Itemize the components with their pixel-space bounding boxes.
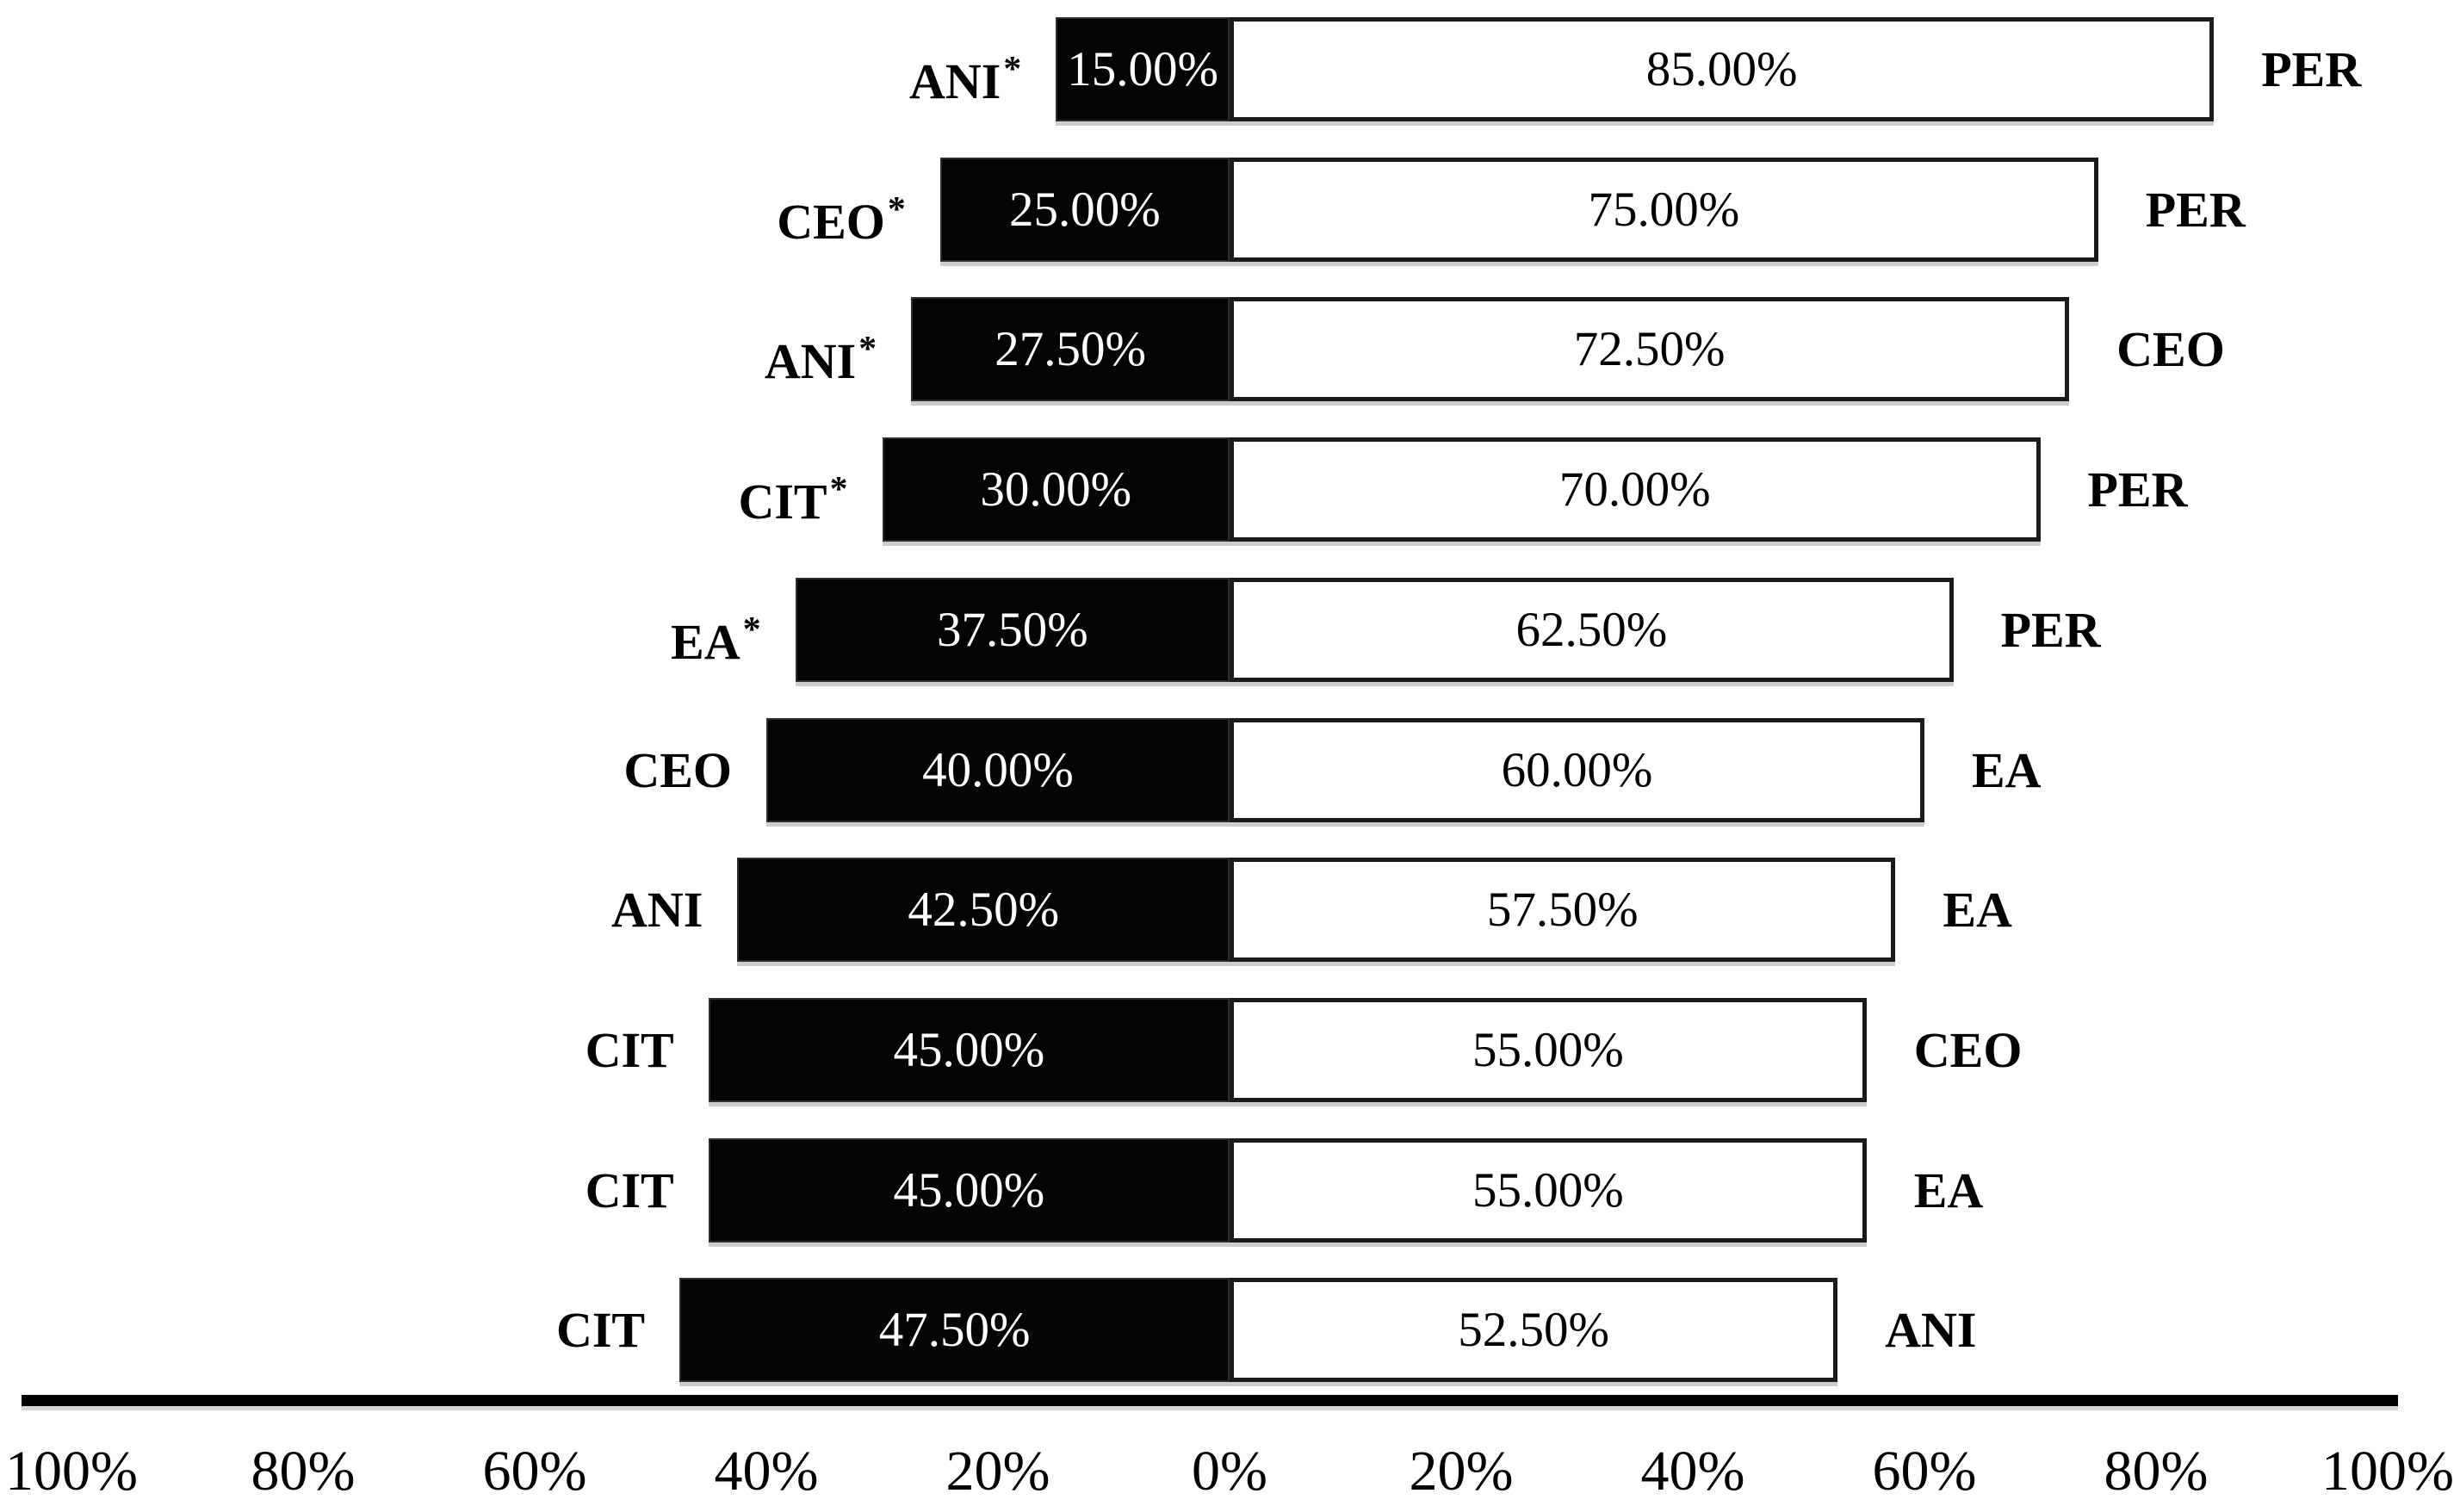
- left-segment-value-label: 47.50%: [878, 1303, 1031, 1358]
- left-segment-value-label: 40.00%: [922, 742, 1074, 797]
- axis-tick-label: 80%: [2104, 1440, 2209, 1503]
- right-bar-segment: 72.50%: [1230, 297, 2070, 402]
- left-category-label: EA*: [671, 609, 761, 670]
- left-bar-segment: 45.00%: [708, 997, 1230, 1102]
- right-category-label: ANI: [1885, 1302, 1977, 1359]
- significance-asterisk: *: [742, 609, 761, 649]
- left-segment-value-label: 45.00%: [893, 1162, 1045, 1218]
- left-bar-segment: 30.00%: [882, 437, 1230, 542]
- left-segment-value-label: 42.50%: [908, 883, 1060, 938]
- axis-tick-label: 80%: [251, 1440, 356, 1503]
- left-segment-value-label: 45.00%: [893, 1022, 1045, 1077]
- bar-row: CIT 47.50% 52.50% ANI: [0, 1278, 2460, 1383]
- significance-asterisk: *: [829, 469, 848, 510]
- bar-row: CIT 45.00% 55.00% CEO: [0, 997, 2460, 1102]
- bar-row: CIT* 30.00% 70.00% PER: [0, 437, 2460, 542]
- right-category-label: CEO: [2116, 321, 2225, 378]
- left-category-label: CIT: [585, 1162, 674, 1218]
- right-segment-value-label: 55.00%: [1472, 1162, 1624, 1218]
- left-bar-segment: 37.50%: [795, 577, 1230, 682]
- left-bar-segment: 25.00%: [939, 157, 1230, 262]
- right-segment-value-label: 60.00%: [1501, 742, 1653, 797]
- left-segment-value-label: 25.00%: [1009, 182, 1161, 237]
- right-category-label: EA: [1913, 1162, 1984, 1218]
- right-category-label: PER: [2261, 41, 2362, 97]
- axis-tick-label: 100%: [2321, 1440, 2454, 1503]
- left-bar-segment: 42.50%: [737, 858, 1230, 963]
- left-bar-segment: 27.50%: [911, 297, 1230, 402]
- right-bar-segment: 70.00%: [1230, 437, 2041, 542]
- left-category-label: CIT: [585, 1021, 674, 1078]
- bar-row: ANI* 27.50% 72.50% CEO: [0, 297, 2460, 402]
- significance-asterisk: *: [858, 329, 877, 369]
- right-bar-segment: 55.00%: [1230, 1137, 1867, 1242]
- right-category-label: EA: [1972, 741, 2042, 798]
- left-category-label: ANI*: [764, 329, 877, 390]
- right-segment-value-label: 57.50%: [1486, 883, 1639, 938]
- right-bar-segment: 60.00%: [1230, 717, 1924, 822]
- right-bar-segment: 57.50%: [1230, 858, 1896, 963]
- right-bar-segment: 62.50%: [1230, 577, 1954, 682]
- bar-row: CEO* 25.00% 75.00% PER: [0, 157, 2460, 262]
- left-category-label: CEO: [623, 741, 732, 798]
- right-category-label: PER: [2145, 181, 2246, 238]
- bar-row: ANI 42.50% 57.50% EA: [0, 858, 2460, 963]
- left-segment-value-label: 30.00%: [980, 462, 1132, 517]
- left-segment-value-label: 15.00%: [1067, 42, 1218, 96]
- axis-tick-label: 20%: [1409, 1440, 1514, 1503]
- right-segment-value-label: 70.00%: [1558, 462, 1711, 517]
- right-segment-value-label: 52.50%: [1458, 1303, 1609, 1358]
- right-segment-value-label: 55.00%: [1472, 1022, 1624, 1077]
- left-segment-value-label: 27.50%: [995, 322, 1146, 377]
- right-bar-segment: 85.00%: [1230, 17, 2215, 121]
- right-segment-value-label: 72.50%: [1573, 322, 1726, 377]
- left-category-label: ANI*: [909, 49, 1022, 109]
- axis-tick-label: 20%: [945, 1440, 1050, 1503]
- left-category-label: CEO*: [777, 189, 906, 250]
- axis-tick-label: 60%: [482, 1440, 587, 1503]
- axis-tick-label: 0%: [1192, 1440, 1267, 1503]
- right-bar-segment: 55.00%: [1230, 997, 1867, 1102]
- right-category-label: PER: [2000, 601, 2101, 658]
- significance-asterisk: *: [887, 189, 906, 229]
- bar-row: ANI* 15.00% 85.00% PER: [0, 17, 2460, 121]
- left-bar-segment: 15.00%: [1056, 17, 1230, 121]
- left-bar-segment: 45.00%: [708, 1137, 1230, 1242]
- left-category-label: ANI: [611, 882, 703, 939]
- right-segment-value-label: 85.00%: [1645, 42, 1798, 96]
- left-category-label: CIT*: [738, 469, 848, 530]
- right-bar-segment: 75.00%: [1230, 157, 2098, 262]
- axis-tick-label: 40%: [1640, 1440, 1745, 1503]
- axis-tick-label: 40%: [714, 1440, 819, 1503]
- bar-row: CEO 40.00% 60.00% EA: [0, 717, 2460, 822]
- axis-tick-label: 60%: [1872, 1440, 1977, 1503]
- right-category-label: PER: [2087, 462, 2188, 518]
- axis-tick-label: 100%: [5, 1440, 138, 1503]
- right-segment-value-label: 75.00%: [1588, 182, 1740, 237]
- left-bar-segment: 47.50%: [679, 1278, 1230, 1383]
- significance-asterisk: *: [1003, 49, 1022, 89]
- right-bar-segment: 52.50%: [1230, 1278, 1838, 1383]
- left-segment-value-label: 37.50%: [936, 602, 1088, 657]
- right-segment-value-label: 62.50%: [1515, 602, 1668, 657]
- bar-row: CIT 45.00% 55.00% EA: [0, 1137, 2460, 1242]
- right-category-label: EA: [1943, 882, 2012, 939]
- left-bar-segment: 40.00%: [766, 717, 1230, 822]
- x-axis-line: [22, 1395, 2398, 1406]
- left-category-label: CIT: [555, 1302, 646, 1359]
- right-category-label: CEO: [1913, 1021, 2023, 1078]
- bar-row: EA* 37.50% 62.50% PER: [0, 577, 2460, 682]
